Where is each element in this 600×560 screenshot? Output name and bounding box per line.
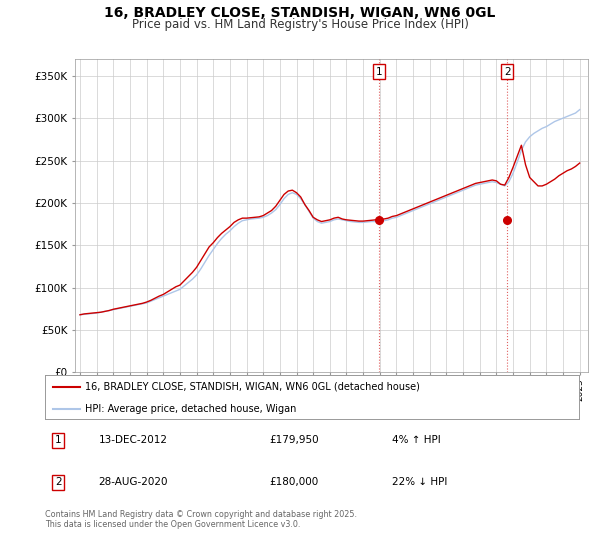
Text: 13-DEC-2012: 13-DEC-2012 [98,435,167,445]
Text: £179,950: £179,950 [269,435,319,445]
Text: 2: 2 [504,67,511,77]
Text: 16, BRADLEY CLOSE, STANDISH, WIGAN, WN6 0GL: 16, BRADLEY CLOSE, STANDISH, WIGAN, WN6 … [104,6,496,20]
Text: £180,000: £180,000 [269,477,319,487]
Text: 2: 2 [55,477,62,487]
Text: 22% ↓ HPI: 22% ↓ HPI [392,477,448,487]
Text: 1: 1 [55,435,62,445]
Text: Contains HM Land Registry data © Crown copyright and database right 2025.
This d: Contains HM Land Registry data © Crown c… [45,510,357,529]
Text: HPI: Average price, detached house, Wigan: HPI: Average price, detached house, Wiga… [85,404,296,414]
Text: 4% ↑ HPI: 4% ↑ HPI [392,435,441,445]
Text: 28-AUG-2020: 28-AUG-2020 [98,477,168,487]
Text: 16, BRADLEY CLOSE, STANDISH, WIGAN, WN6 0GL (detached house): 16, BRADLEY CLOSE, STANDISH, WIGAN, WN6 … [85,382,420,392]
Text: 1: 1 [376,67,382,77]
Text: Price paid vs. HM Land Registry's House Price Index (HPI): Price paid vs. HM Land Registry's House … [131,18,469,31]
